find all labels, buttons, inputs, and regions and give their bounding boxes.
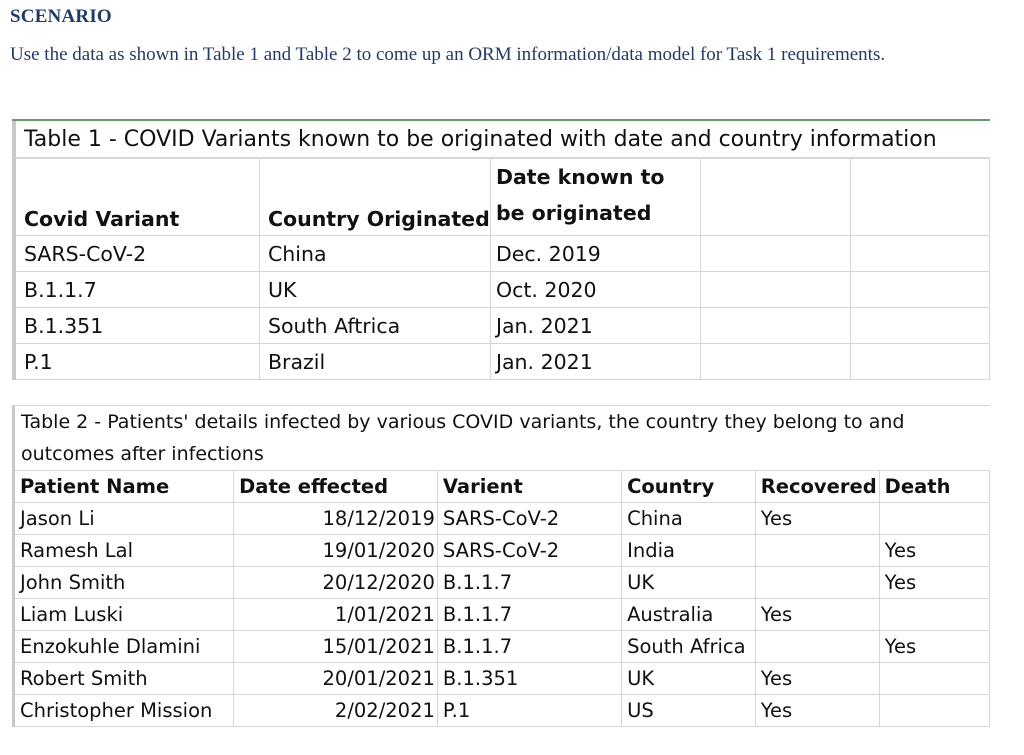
table1-cell: SARS-CoV-2 xyxy=(11,235,260,272)
table2-cell: India xyxy=(621,534,756,567)
table2-title: Table 2 - Patients' details infected by … xyxy=(12,405,990,470)
table1-empty-cell xyxy=(849,307,991,344)
table2-header-cell: Country xyxy=(621,470,756,503)
table2-grid: Patient Name Date effected Varient Count… xyxy=(11,470,991,727)
table2: Table 2 - Patients' details infected by … xyxy=(11,405,991,727)
table2-cell: Australia xyxy=(621,598,756,631)
table2-cell xyxy=(878,502,991,535)
table-row: Ramesh Lal 19/01/2020 SARS-CoV-2 India Yes xyxy=(11,534,991,567)
table2-cell: B.1.351 xyxy=(436,662,623,695)
table2-cell: 1/01/2021 xyxy=(233,598,438,631)
table2-cell: John Smith xyxy=(11,566,235,599)
table2-cell: UK xyxy=(621,662,756,695)
table2-cell: Yes xyxy=(878,630,991,663)
table-row: Jason Li 18/12/2019 SARS-CoV-2 China Yes xyxy=(11,502,991,535)
table1-cell: B.1.1.7 xyxy=(11,271,260,308)
table2-cell: SARS-CoV-2 xyxy=(436,534,623,567)
table-row: Christopher Mission 2/02/2021 P.1 US Yes xyxy=(11,694,991,727)
table2-header-cell: Death xyxy=(878,470,991,503)
table2-header-cell: Varient xyxy=(436,470,623,503)
table2-cell xyxy=(878,694,991,727)
table-row: SARS-CoV-2 China Dec. 2019 xyxy=(11,235,991,272)
table2-cell: Liam Luski xyxy=(11,598,235,631)
table2-cell: 20/12/2020 xyxy=(233,566,438,599)
table2-cell: 20/01/2021 xyxy=(233,662,438,695)
table2-cell: Jason Li xyxy=(11,502,235,535)
table2-cell: Yes xyxy=(878,566,991,599)
table1-grid: Covid Variant Country Originated Date kn… xyxy=(11,158,991,380)
table1-cell: Jan. 2021 xyxy=(489,307,701,344)
table1-header-country: Country Originated xyxy=(258,158,491,236)
table2-cell: South Africa xyxy=(621,630,756,663)
table1-empty-cell xyxy=(849,271,991,308)
table2-body: Patient Name Date effected Varient Count… xyxy=(11,470,991,727)
table1-header-date-line2: be originated xyxy=(495,201,652,225)
table2-header-cell: Date effected xyxy=(233,470,438,503)
table1-empty-cell xyxy=(699,307,851,344)
table-row: B.1.1.7 UK Oct. 2020 xyxy=(11,271,991,308)
table2-cell: B.1.1.7 xyxy=(436,598,623,631)
table2-cell: 18/12/2019 xyxy=(233,502,438,535)
table-row: John Smith 20/12/2020 B.1.1.7 UK Yes xyxy=(11,566,991,599)
table2-cell: Yes xyxy=(754,662,880,695)
table1-empty-cell xyxy=(699,271,851,308)
table-row: B.1.351 South Aftrica Jan. 2021 xyxy=(11,307,991,344)
scenario-intro: Use the data as shown in Table 1 and Tab… xyxy=(10,44,886,65)
table1-header-date: Date known to be originated xyxy=(489,158,701,236)
table2-cell: China xyxy=(621,502,756,535)
table1-title: Table 1 - COVID Variants known to be ori… xyxy=(12,121,990,158)
table1-empty-cell xyxy=(699,158,851,236)
table1-cell: Jan. 2021 xyxy=(489,343,701,380)
table2-cell: Ramesh Lal xyxy=(11,534,235,567)
table1-empty-cell xyxy=(849,343,991,380)
table1-header-date-line1: Date known to xyxy=(495,165,665,189)
table2-cell: SARS-CoV-2 xyxy=(436,502,623,535)
table-row: Robert Smith 20/01/2021 B.1.351 UK Yes xyxy=(11,662,991,695)
table1-cell: China xyxy=(258,235,491,272)
table2-title-line2: outcomes after infections xyxy=(21,443,264,465)
table2-cell: Yes xyxy=(754,694,880,727)
table2-cell: B.1.1.7 xyxy=(436,630,623,663)
table2-cell: UK xyxy=(621,566,756,599)
table1-cell: B.1.351 xyxy=(11,307,260,344)
table1-empty-cell xyxy=(699,235,851,272)
table2-cell: Enzokuhle Dlamini xyxy=(11,630,235,663)
table2-title-line1: Table 2 - Patients' details infected by … xyxy=(21,411,905,433)
table2-cell: Robert Smith xyxy=(11,662,235,695)
table2-header-cell: Patient Name xyxy=(11,470,235,503)
table1-cell: Oct. 2020 xyxy=(489,271,701,308)
table1-cell: Brazil xyxy=(258,343,491,380)
table2-cell: 2/02/2021 xyxy=(233,694,438,727)
table2-header-cell: Recovered xyxy=(754,470,880,503)
table1-cell: Dec. 2019 xyxy=(489,235,701,272)
table2-cell xyxy=(878,662,991,695)
table1-cell: P.1 xyxy=(11,343,260,380)
table1-empty-cell xyxy=(849,235,991,272)
table2-cell xyxy=(754,566,880,599)
table2-header-row: Patient Name Date effected Varient Count… xyxy=(11,470,991,503)
table1: Table 1 - COVID Variants known to be ori… xyxy=(11,119,991,385)
table2-cell: P.1 xyxy=(436,694,623,727)
table1-header-row: Covid Variant Country Originated Date kn… xyxy=(11,158,991,236)
table2-cell: B.1.1.7 xyxy=(436,566,623,599)
table1-empty-cell xyxy=(849,158,991,236)
table1-header-variant: Covid Variant xyxy=(11,158,260,236)
table2-cell: 15/01/2021 xyxy=(233,630,438,663)
table-row: Liam Luski 1/01/2021 B.1.1.7 Australia Yes xyxy=(11,598,991,631)
table-row: P.1 Brazil Jan. 2021 xyxy=(11,343,991,380)
table1-cell: South Aftrica xyxy=(258,307,491,344)
table2-cell: Yes xyxy=(754,502,880,535)
table-row: Enzokuhle Dlamini 15/01/2021 B.1.1.7 South … xyxy=(11,630,991,663)
table1-cell: UK xyxy=(258,271,491,308)
table1-empty-cell xyxy=(699,343,851,380)
table2-cell xyxy=(878,598,991,631)
table2-cell xyxy=(754,534,880,567)
table2-cell: Yes xyxy=(878,534,991,567)
table2-cell: Christopher Mission xyxy=(11,694,235,727)
scenario-heading: SCENARIO xyxy=(10,6,112,27)
table2-cell: Yes xyxy=(754,598,880,631)
table2-cell xyxy=(754,630,880,663)
table2-cell: US xyxy=(621,694,756,727)
table2-cell: 19/01/2020 xyxy=(233,534,438,567)
